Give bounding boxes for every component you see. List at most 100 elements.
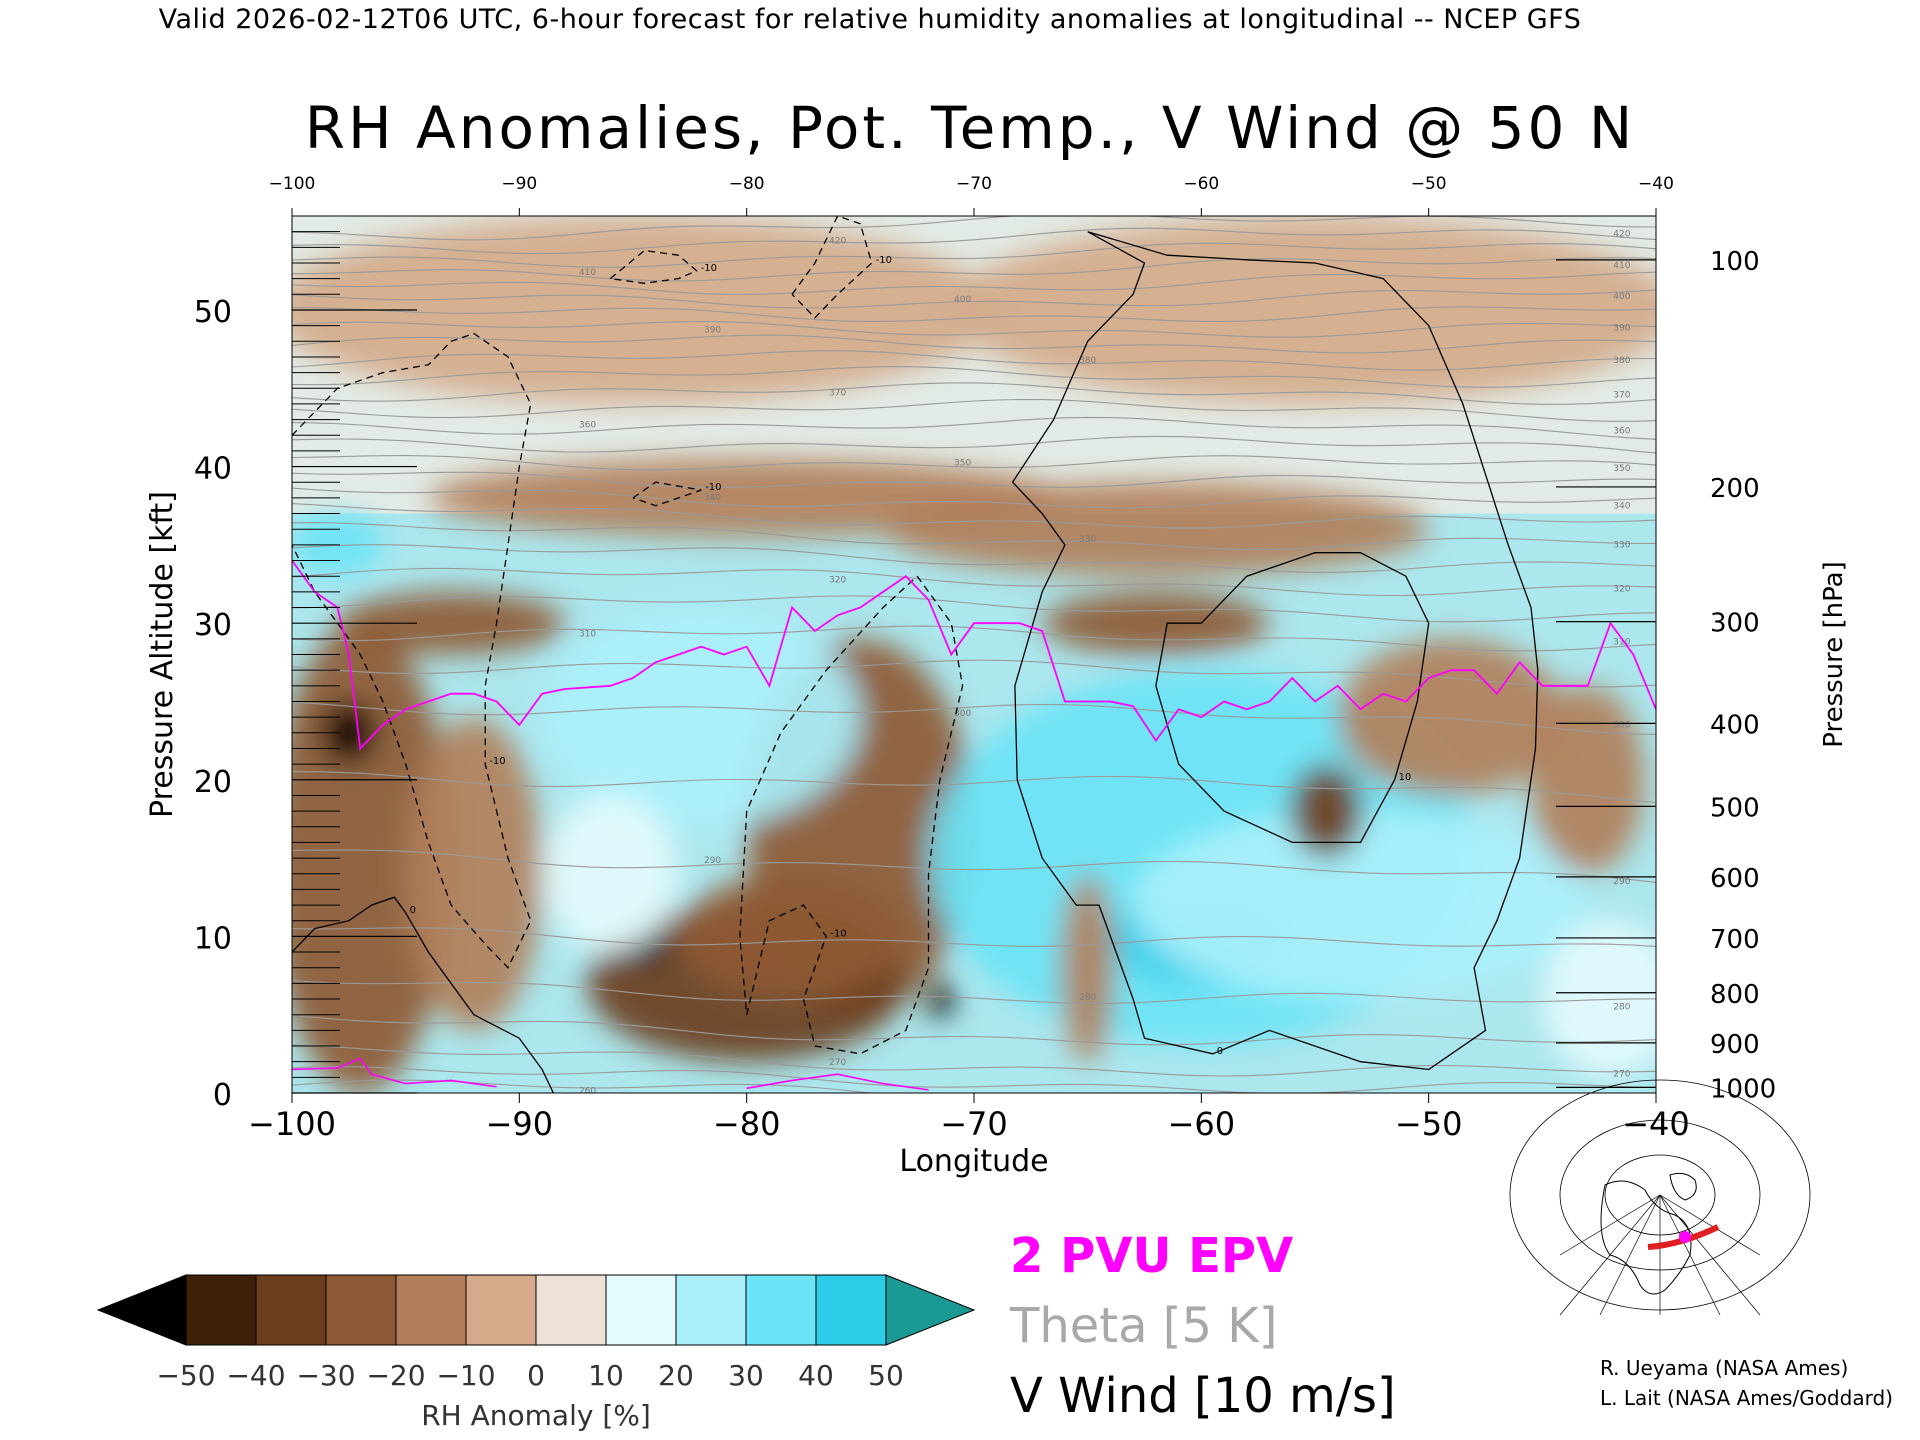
epv-line-surface [292,1057,497,1088]
y-tick-label: 50 [194,295,232,330]
vwind-contour [1011,231,1539,1071]
theta-label: 380 [1079,356,1096,366]
colorbar-cell [535,1274,607,1346]
y-axis-label: Pressure Altitude [kft] [145,491,180,818]
inset-coastline [1600,1180,1692,1295]
legend-vwind: V Wind [10 m/s] [1010,1368,1396,1424]
rh-anomaly-field [292,216,1656,1093]
theta-label: 410 [1613,261,1630,271]
rh-blob [292,216,997,404]
theta-label: 400 [954,295,971,305]
theta-label: 270 [829,1058,846,1068]
x-tick-label: −80 [713,1105,781,1143]
inset-meridian [1659,1194,1761,1256]
vwind-contours: 0 10 0 -10 -10 -10 -10 -10 [292,216,1539,1093]
colorbar-high-arrow [885,1274,976,1346]
theta-label: 290 [1613,877,1630,887]
vwind-contour [791,216,873,319]
inset-meridian [1559,1194,1661,1256]
vwind-label: -10 [701,263,717,274]
theta-label: 280 [1613,1002,1630,1012]
theta-contour [292,471,1656,489]
theta-contour [292,289,1656,309]
colorbar-tick-label: 20 [658,1359,694,1392]
rh-blob [542,795,679,953]
theta-contour [292,435,1656,454]
epv-line-surface [746,1073,929,1091]
theta-contour [292,1066,1656,1093]
colorbar-tick-label: −10 [436,1359,495,1392]
theta-contour [292,416,1656,440]
theta-contour [292,980,1656,1004]
theta-contour [292,701,1656,735]
theta-label: 330 [1079,535,1096,545]
pressure-tick-label: 800 [1710,980,1760,1010]
colorbar-cell [465,1274,537,1346]
theta-contour [292,1015,1656,1046]
y-tick-label: 20 [194,765,232,800]
x-top-tick-label: −60 [1183,174,1219,194]
x-top-tick-label: −50 [1411,174,1447,194]
theta-label: 300 [1613,720,1630,730]
rh-blob [1060,873,1115,1062]
rh-blob [926,980,954,1018]
vwind-contour [609,249,698,284]
vwind-label: -10 [876,255,892,266]
y-tick-label: 40 [194,452,232,487]
vwind-label: -10 [489,756,505,767]
theta-contour [292,398,1656,422]
colorbar: −50 −40 −30 −20 −10 0 10 20 30 40 50 RH Anomaly [%] [96,1274,976,1432]
theta-contour [292,544,1656,573]
colorbar-cell [325,1274,397,1346]
theta-contour [292,849,1656,883]
x-tick-label: −100 [248,1105,336,1143]
field-blobs [292,216,1656,1093]
theta-label: 310 [1613,638,1630,648]
colorbar-cell [745,1274,817,1346]
theta-label: 320 [1613,584,1630,594]
theta-label: 350 [1613,464,1630,474]
locator-map [1509,1079,1811,1316]
inset-meridian [1659,1194,1761,1316]
theta-contour [292,659,1656,688]
theta-label: 420 [829,237,846,247]
header-valid-time: Valid 2026-02-12T06 UTC, 6-hour forecast… [158,4,1582,35]
pressure-tick-label: 400 [1710,710,1760,740]
x-top-tick-label: −40 [1638,174,1674,194]
colorbar-tick-label: −20 [366,1359,425,1392]
legend-theta: Theta [5 K] [1010,1298,1278,1354]
theta-contour [292,1079,876,1093]
colorbar-tick-label: −30 [296,1359,355,1392]
theta-label: 380 [1613,356,1630,366]
theta-label: 370 [1613,390,1630,400]
theta-contour [292,242,1656,268]
theta-label: 280 [1079,993,1096,1003]
axes: −100 −100 −90 −90 −80 −80 −70 −70 −60 −60 −50 −50 −4… [145,174,1849,1179]
x-tick-label: −70 [940,1105,1008,1143]
theta-contour [292,487,1656,509]
theta-contour [292,306,1656,323]
theta-label: 310 [579,629,596,639]
rh-blob [405,717,543,1031]
theta-contour [292,595,1656,623]
x-top-tick-label: −70 [956,174,992,194]
colorbar-tick-label: 10 [588,1359,624,1392]
colorbar-tick-label: −40 [226,1359,285,1392]
pressure-tick-label: 100 [1710,247,1760,277]
x-tick-label: −40 [1622,1105,1690,1143]
vwind-label: 0 [1217,1046,1223,1057]
vwind-label: 0 [410,905,416,916]
theta-label: 360 [1613,426,1630,436]
epv-line [292,559,1656,1091]
theta-label: 350 [954,459,971,469]
rh-blob [883,482,1429,577]
colorbar-tick-label: 40 [798,1359,834,1392]
theta-contour [292,455,1656,471]
colorbar-cell [185,1274,257,1346]
colorbar-cell [815,1274,887,1346]
pressure-tick-label: 500 [1710,793,1760,823]
x-axis-label: Longitude [899,1144,1048,1179]
x-tick-label: −90 [486,1105,554,1143]
vwind-contour [292,896,554,1093]
rh-blob [1289,764,1363,859]
